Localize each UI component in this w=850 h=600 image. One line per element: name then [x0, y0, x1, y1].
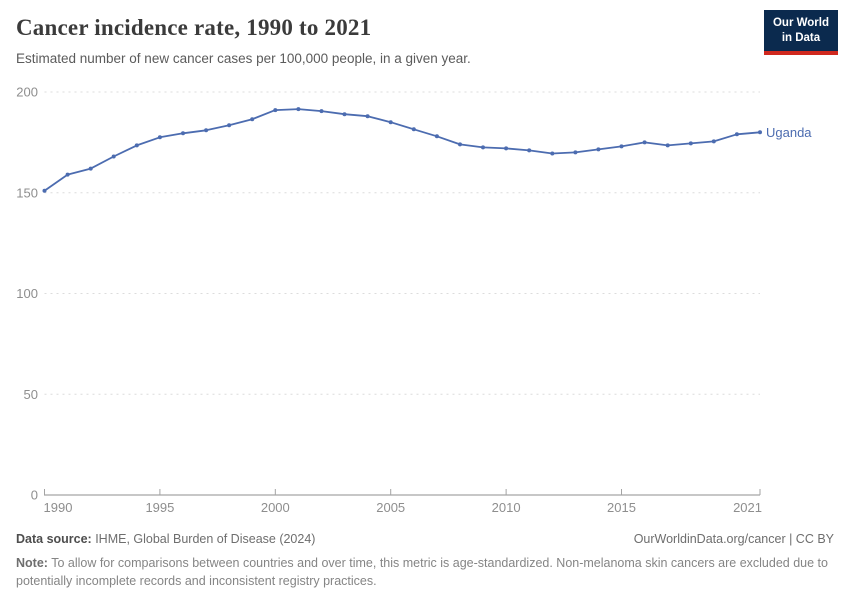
- data-point[interactable]: [88, 166, 93, 171]
- data-source-value: IHME, Global Burden of Disease (2024): [91, 532, 316, 546]
- data-point[interactable]: [481, 145, 485, 150]
- data-point[interactable]: [111, 154, 116, 159]
- data-point[interactable]: [527, 148, 532, 153]
- owid-logo-line1: Our World: [772, 17, 829, 29]
- y-tick-label: 50: [24, 387, 38, 402]
- chart-note: Note: To allow for comparisons between c…: [16, 555, 832, 590]
- y-tick-label: 150: [16, 185, 38, 200]
- x-tick-label: 2000: [261, 500, 290, 515]
- data-point[interactable]: [181, 131, 185, 136]
- chart-note-label: Note:: [16, 556, 48, 570]
- owid-logo[interactable]: Our World in Data: [763, 10, 838, 55]
- page-title: Cancer incidence rate, 1990 to 2021: [16, 15, 372, 40]
- data-point[interactable]: [596, 147, 601, 152]
- y-tick-label: 100: [16, 286, 38, 301]
- data-point[interactable]: [42, 188, 47, 193]
- x-tick-label: 1995: [145, 500, 174, 515]
- data-point[interactable]: [134, 143, 139, 148]
- x-tick-label: 2005: [376, 500, 405, 515]
- x-tick-label: 2015: [607, 500, 636, 515]
- y-tick-label: 0: [31, 488, 38, 503]
- data-point[interactable]: [273, 108, 278, 113]
- data-point[interactable]: [296, 107, 301, 112]
- data-point[interactable]: [388, 120, 393, 125]
- data-point[interactable]: [550, 151, 555, 156]
- y-tick-label: 200: [16, 85, 38, 100]
- x-tick-label: 1990: [44, 500, 73, 515]
- owid-logo-line2: in Data: [781, 31, 821, 44]
- data-point[interactable]: [734, 132, 739, 137]
- chart-note-value: To allow for comparisons between countri…: [16, 556, 828, 588]
- data-point[interactable]: [227, 123, 232, 128]
- data-point[interactable]: [365, 114, 370, 119]
- data-point[interactable]: [434, 134, 439, 139]
- data-point[interactable]: [65, 172, 70, 177]
- data-point[interactable]: [204, 128, 209, 133]
- x-tick-label: 2021: [733, 500, 762, 515]
- chart-subtitle: Estimated number of new cancer cases per…: [16, 51, 471, 66]
- data-point[interactable]: [342, 112, 347, 117]
- data-point[interactable]: [619, 144, 624, 149]
- data-point[interactable]: [665, 143, 670, 148]
- data-point[interactable]: [758, 130, 762, 135]
- x-tick-label: 2010: [492, 500, 521, 515]
- data-source-label: Data source:: [16, 532, 92, 546]
- data-point[interactable]: [411, 127, 416, 132]
- data-point[interactable]: [688, 141, 693, 146]
- data-point[interactable]: [319, 109, 324, 114]
- series-label[interactable]: Uganda: [766, 125, 812, 140]
- footer-link[interactable]: OurWorldinData.org/cancer | CC BY: [633, 532, 834, 546]
- data-point[interactable]: [157, 135, 162, 140]
- data-point[interactable]: [458, 142, 462, 147]
- data-point[interactable]: [573, 150, 578, 155]
- data-point[interactable]: [642, 140, 647, 145]
- data-point[interactable]: [711, 139, 716, 144]
- data-source: Data source: IHME, Global Burden of Dise…: [16, 532, 315, 546]
- data-point[interactable]: [250, 117, 255, 122]
- data-point[interactable]: [504, 146, 509, 151]
- series-line[interactable]: [43, 108, 761, 192]
